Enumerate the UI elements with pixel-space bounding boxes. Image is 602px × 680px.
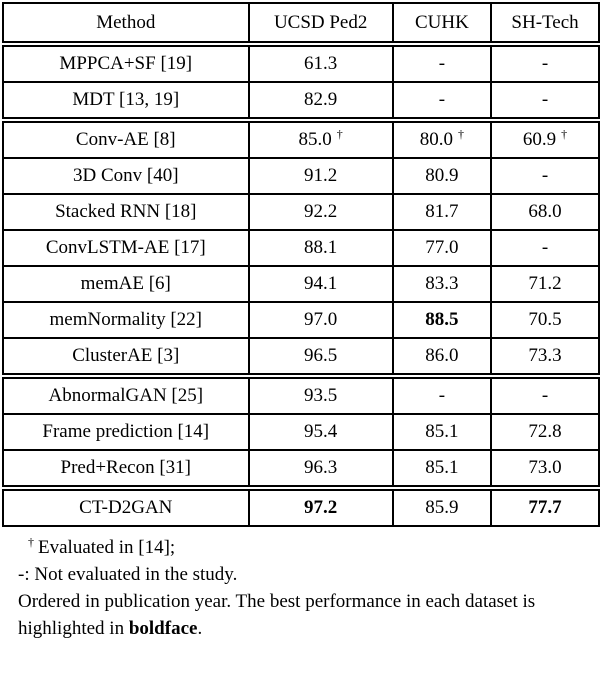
value-cell: -	[490, 81, 600, 121]
table-row: memAE [6] 94.1 83.3 71.2	[2, 265, 600, 303]
value-cell: 72.8	[490, 413, 600, 451]
table-row: ClusterAE [3] 96.5 86.0 73.3	[2, 337, 600, 377]
value-cell: 96.3	[247, 449, 394, 489]
value-cell: 95.4	[247, 413, 394, 451]
footnotes: † Evaluated in [14]; -: Not evaluated in …	[0, 527, 602, 642]
footnote-dash: -: Not evaluated in the study.	[18, 564, 238, 585]
method-cell: Stacked RNN [18]	[2, 193, 250, 231]
table-row: memNormality [22] 97.0 88.5 70.5	[2, 301, 600, 339]
value-cell: 88.5	[391, 301, 493, 339]
table-row: Stacked RNN [18] 92.2 81.7 68.0	[2, 193, 600, 231]
col-header-ucsd-ped2: UCSD Ped2	[247, 2, 394, 47]
method-cell: CT-D2GAN	[2, 485, 250, 527]
value-cell: -	[391, 43, 493, 83]
value-cell: 92.2	[247, 193, 394, 231]
method-cell: AbnormalGAN [25]	[2, 373, 250, 415]
value-cell: 61.3	[247, 43, 394, 83]
method-cell: MPPCA+SF [19]	[2, 43, 250, 83]
value-cell: 91.2	[247, 157, 394, 195]
method-cell: Frame prediction [14]	[2, 413, 250, 451]
value-cell: 97.0	[247, 301, 394, 339]
method-cell: 3D Conv [40]	[2, 157, 250, 195]
footnote-dagger-text: Evaluated in [14];	[38, 537, 176, 558]
table-row: CT-D2GAN 97.2 85.9 77.7	[2, 485, 600, 527]
value-cell: -	[391, 81, 493, 121]
value-cell: 60.9 †	[490, 117, 600, 159]
value-cell: 83.3	[391, 265, 493, 303]
dagger-icon: †	[561, 126, 568, 141]
table-row: 3D Conv [40] 91.2 80.9-	[2, 157, 600, 195]
value-cell: 94.1	[247, 265, 394, 303]
dagger-icon: †	[28, 534, 34, 549]
table-row: MDT [13, 19] 82.9- -	[2, 81, 600, 121]
value-cell: 82.9	[247, 81, 394, 121]
method-cell: ClusterAE [3]	[2, 337, 250, 377]
footnote-period: .	[197, 618, 203, 639]
table-row: MPPCA+SF [19] 61.3- -	[2, 43, 600, 83]
table-row: Pred+Recon [31] 96.3 85.1 73.0	[2, 449, 600, 489]
value-cell: 77.7	[490, 485, 600, 527]
header-row: Method UCSD Ped2 CUHK SH-Tech	[2, 2, 600, 47]
dagger-icon: †	[336, 126, 343, 141]
value-cell: -	[391, 373, 493, 415]
value-cell: 70.5	[490, 301, 600, 339]
value-cell: 88.1	[247, 229, 394, 267]
footnote-ordering-text: Ordered in publication year. The best pe…	[18, 591, 536, 639]
value-cell: 73.0	[490, 449, 600, 489]
footnote-ordering: Ordered in publication year. The best pe…	[18, 588, 592, 642]
results-table: Method UCSD Ped2 CUHK SH-Tech MPPCA+SF […	[2, 2, 600, 527]
value-cell: 97.2	[247, 485, 394, 527]
method-cell: Conv-AE [8]	[2, 117, 250, 159]
value-cell: 85.1	[391, 413, 493, 451]
value-cell: 96.5	[247, 337, 394, 377]
value-cell: -	[490, 373, 600, 415]
footnote-dagger: † Evaluated in [14];	[18, 534, 592, 561]
value-cell: 68.0	[490, 193, 600, 231]
col-header-method: Method	[2, 2, 250, 47]
method-cell: memNormality [22]	[2, 301, 250, 339]
table-row: ConvLSTM-AE [17] 88.1 77.0-	[2, 229, 600, 267]
value-cell: -	[490, 43, 600, 83]
value-cell: 71.2	[490, 265, 600, 303]
dagger-icon: †	[458, 126, 465, 141]
col-header-cuhk: CUHK	[391, 2, 493, 47]
value-cell: 80.9	[391, 157, 493, 195]
table-row: Frame prediction [14] 95.4 85.1 72.8	[2, 413, 600, 451]
value-cell: 81.7	[391, 193, 493, 231]
method-cell: Pred+Recon [31]	[2, 449, 250, 489]
method-cell: MDT [13, 19]	[2, 81, 250, 121]
value-cell: 80.0 †	[391, 117, 493, 159]
value-cell: 93.5	[247, 373, 394, 415]
method-cell: memAE [6]	[2, 265, 250, 303]
value-cell: 85.0 †	[247, 117, 394, 159]
value-cell: 77.0	[391, 229, 493, 267]
value-cell: -	[490, 157, 600, 195]
table-row: Conv-AE [8] 85.0 † 80.0 † 60.9 †	[2, 117, 600, 159]
table-body: MPPCA+SF [19] 61.3- - MDT [13, 19] 82.9- - Con…	[2, 43, 600, 527]
method-cell: ConvLSTM-AE [17]	[2, 229, 250, 267]
value-cell: 85.1	[391, 449, 493, 489]
value-cell: -	[490, 229, 600, 267]
value-cell: 73.3	[490, 337, 600, 377]
table-row: AbnormalGAN [25] 93.5- -	[2, 373, 600, 415]
value-cell: 86.0	[391, 337, 493, 377]
col-header-sh-tech: SH-Tech	[490, 2, 600, 47]
footnote-boldface-word: boldface	[128, 618, 198, 639]
value-cell: 85.9	[391, 485, 493, 527]
